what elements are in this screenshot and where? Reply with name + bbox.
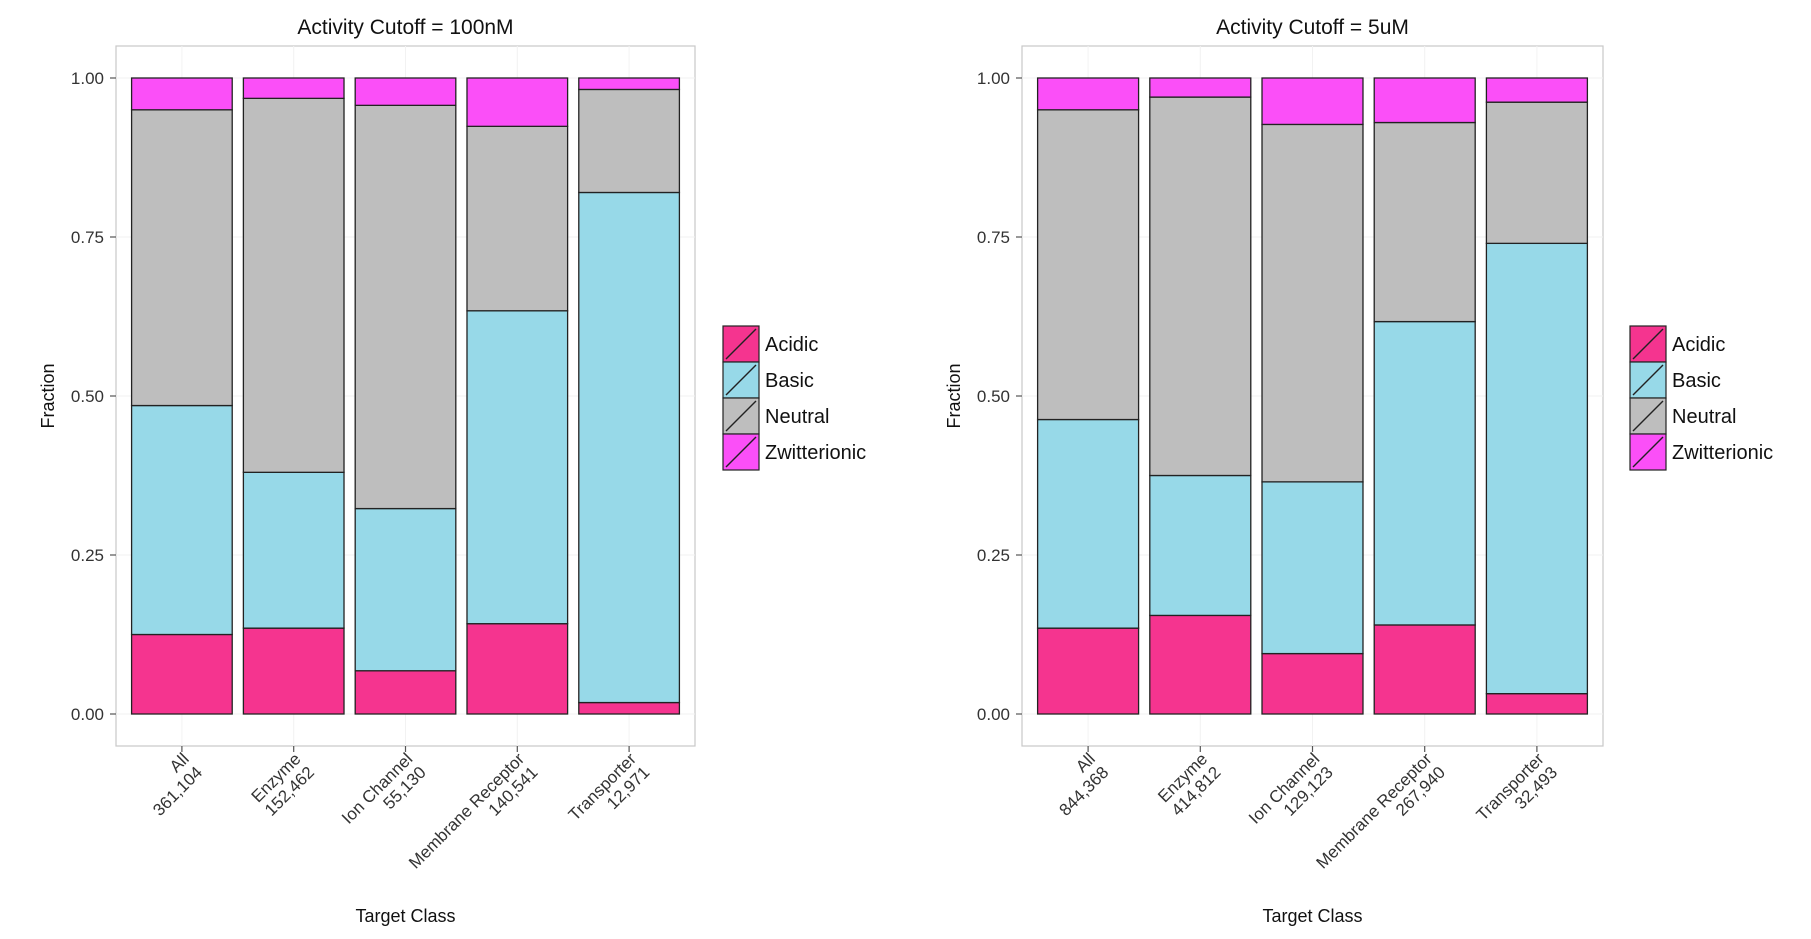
bar-basic-transporter	[578, 191, 681, 704]
chart-panel-2: 0.00 0.25 0.50 0.75 1.00 All844,368 Enzyme414,…	[944, 16, 1773, 926]
y-tick-label: 0.25	[977, 546, 1010, 565]
bar-acidic-membrane-receptor	[466, 623, 569, 715]
bar-zwitterionic-transporter	[578, 77, 681, 91]
chart-title: Activity Cutoff = 100nM	[297, 16, 513, 39]
bar-acidic-transporter	[578, 701, 681, 715]
x-tick-category: Membrane Receptor	[1313, 749, 1436, 872]
legend-key-slash	[1632, 364, 1664, 396]
y-tick-label: 0.75	[71, 228, 104, 247]
bar-neutral-membrane-receptor	[1373, 121, 1476, 323]
legend-label-acidic: Acidic	[765, 334, 818, 356]
legend-label-neutral: Neutral	[765, 406, 829, 428]
bar-acidic-enzyme	[242, 627, 345, 715]
bar-neutral-transporter	[578, 88, 681, 194]
bar-basic-membrane-receptor	[466, 310, 569, 625]
bar-basic-all	[130, 404, 233, 636]
chart-title: Activity Cutoff = 5uM	[1216, 16, 1409, 39]
legend: Acidic Basic Neutral Zwitterionic	[1629, 325, 1773, 471]
bar-zwitterionic-membrane-receptor	[466, 77, 569, 127]
y-tick-label: 0.50	[71, 387, 104, 406]
bar-neutral-enzyme	[242, 97, 345, 473]
legend-label-acidic: Acidic	[1672, 334, 1725, 356]
legend-label-neutral: Neutral	[1672, 406, 1736, 428]
legend-key-slash	[1632, 400, 1664, 432]
bar-neutral-all	[1036, 109, 1140, 421]
bar-zwitterionic-ion-channel	[1261, 77, 1364, 126]
bar-acidic-ion-channel	[354, 670, 457, 715]
legend-key-slash	[1632, 436, 1664, 468]
bar-basic-all	[1036, 418, 1140, 629]
x-tick-label: All361,104	[136, 749, 206, 819]
legend-key-slash	[1632, 328, 1664, 360]
bar-zwitterionic-all	[130, 77, 233, 111]
y-axis-label: Fraction	[944, 363, 964, 428]
bar-neutral-ion-channel	[1261, 123, 1364, 483]
legend-label-zwitterionic: Zwitterionic	[765, 442, 866, 464]
bar-acidic-transporter	[1485, 692, 1589, 715]
bar-zwitterionic-enzyme	[242, 77, 345, 100]
x-tick-category: Membrane Receptor	[405, 749, 528, 872]
x-axis-label: Target Class	[1262, 906, 1362, 926]
x-tick-label: Enzyme414,812	[1154, 749, 1224, 819]
legend-label-basic: Basic	[765, 370, 814, 392]
bar-zwitterionic-enzyme	[1149, 77, 1252, 98]
legend-key-slash	[725, 328, 757, 360]
x-tick-label: Membrane Receptor140,541	[405, 749, 542, 886]
x-tick-label: Enzyme152,462	[248, 749, 318, 819]
x-tick-label: Membrane Receptor267,940	[1313, 749, 1450, 886]
legend: Acidic Basic Neutral Zwitterionic	[722, 325, 866, 471]
y-tick-label: 0.00	[977, 705, 1010, 724]
bar-zwitterionic-all	[1036, 77, 1140, 111]
x-tick-label: Transporter32,493	[1473, 749, 1562, 838]
bar-zwitterionic-ion-channel	[354, 77, 457, 106]
bar-neutral-all	[130, 109, 233, 407]
legend-key-slash	[725, 364, 757, 396]
legend-label-zwitterionic: Zwitterionic	[1672, 442, 1773, 464]
legend-key-slash	[725, 436, 757, 468]
bar-acidic-all	[130, 633, 233, 715]
chart-panel-1: 0.00 0.25 0.50 0.75 1.00 All361,104 Enzyme152,…	[38, 16, 866, 926]
bar-basic-membrane-receptor	[1373, 320, 1476, 626]
x-tick-label: Ion Channel129,123	[1245, 749, 1337, 841]
bar-basic-enzyme	[242, 471, 345, 629]
x-axis-label: Target Class	[355, 906, 455, 926]
legend-key-slash	[725, 400, 757, 432]
bar-neutral-ion-channel	[354, 104, 457, 510]
y-tick-label: 0.25	[71, 546, 104, 565]
y-axis-label: Fraction	[38, 363, 58, 428]
bar-neutral-membrane-receptor	[466, 125, 569, 312]
bar-basic-transporter	[1485, 242, 1589, 695]
y-tick-label: 1.00	[71, 69, 104, 88]
legend-label-basic: Basic	[1672, 370, 1721, 392]
y-tick-label: 1.00	[977, 69, 1010, 88]
x-tick-label: Ion Channel55,130	[338, 749, 430, 841]
bar-neutral-enzyme	[1149, 96, 1252, 477]
bar-acidic-membrane-receptor	[1373, 624, 1476, 715]
bar-basic-enzyme	[1149, 474, 1252, 617]
bar-zwitterionic-transporter	[1485, 77, 1589, 103]
bar-acidic-enzyme	[1149, 614, 1252, 715]
x-tick-label: All844,368	[1042, 749, 1112, 819]
y-tick-label: 0.50	[977, 387, 1010, 406]
bar-basic-ion-channel	[1261, 481, 1364, 655]
bar-basic-ion-channel	[354, 507, 457, 672]
bar-zwitterionic-membrane-receptor	[1373, 77, 1476, 124]
bar-neutral-transporter	[1485, 101, 1589, 245]
bar-acidic-ion-channel	[1261, 652, 1364, 715]
y-tick-label: 0.00	[71, 705, 104, 724]
x-tick-label: Transporter12,971	[565, 749, 654, 838]
bar-acidic-all	[1036, 627, 1140, 715]
y-tick-label: 0.75	[977, 228, 1010, 247]
